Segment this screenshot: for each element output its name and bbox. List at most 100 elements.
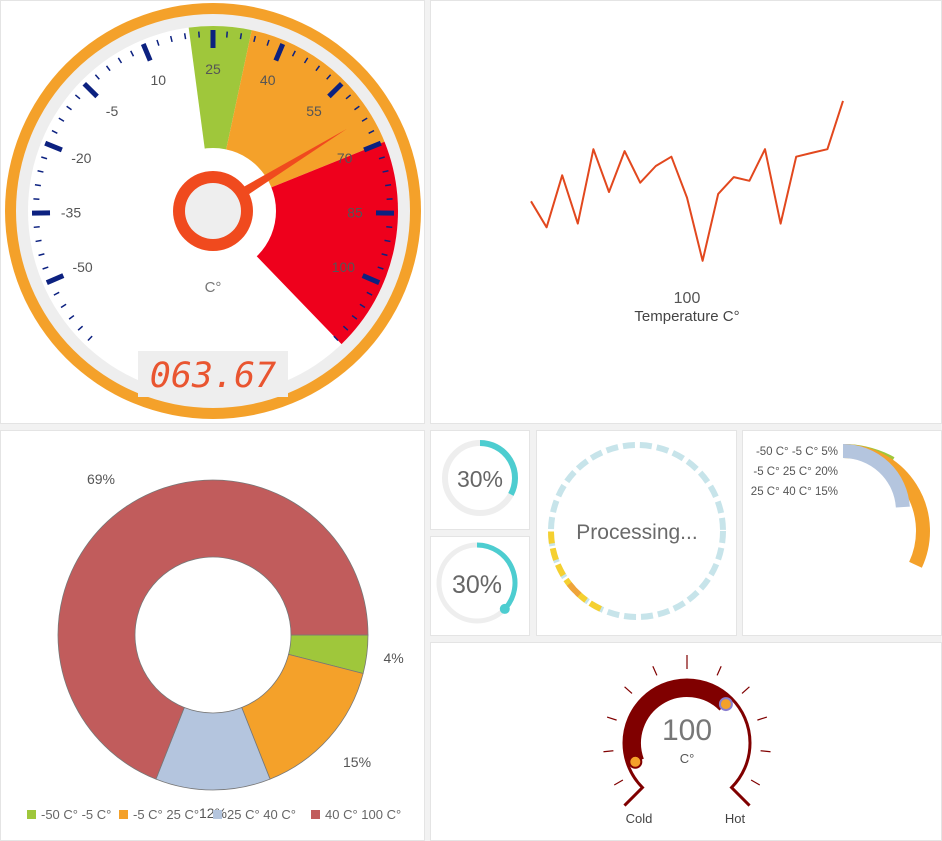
donut-slice-label: 4% bbox=[383, 650, 403, 666]
line-chart-title: Temperature C° bbox=[634, 308, 739, 325]
gauge-minor-tick bbox=[117, 57, 123, 64]
progress-2-label: 30% bbox=[452, 571, 502, 599]
gauge-minor-tick bbox=[130, 50, 135, 57]
gauge-minor-tick bbox=[77, 325, 84, 331]
donut-chart-panel: 4%15%12%69% -50 C° -5 C°-5 C° 25 C°25 C°… bbox=[0, 430, 425, 841]
gauge-minor-tick bbox=[351, 314, 358, 320]
legend-swatch bbox=[119, 810, 128, 819]
spinner-highlight-yellow bbox=[548, 530, 602, 612]
gauge-minor-tick bbox=[37, 169, 44, 173]
gauge-minor-tick bbox=[326, 74, 332, 80]
radial-bar-2 bbox=[842, 444, 910, 508]
gauge-minor-tick bbox=[74, 94, 81, 100]
gauge-minor-tick bbox=[366, 291, 373, 296]
thermo-panel: 100 C° Cold Hot bbox=[430, 642, 942, 841]
thermo-tick bbox=[741, 686, 750, 694]
gauge-tick-label: -35 bbox=[61, 205, 81, 221]
progress-2-fill bbox=[476, 542, 518, 611]
gauge-tick-label: 55 bbox=[306, 103, 322, 119]
gauge-minor-tick bbox=[68, 314, 75, 320]
gauge-tick-label: 100 bbox=[332, 259, 356, 275]
spinner-highlight-amber bbox=[566, 582, 582, 598]
gauge-tick-label: 70 bbox=[337, 150, 353, 166]
gauge-minor-tick bbox=[354, 105, 360, 111]
gauge-minor-tick bbox=[35, 239, 42, 243]
donut-slice-label: 15% bbox=[343, 754, 371, 770]
legend-label: -5 C° 25 C° bbox=[133, 807, 199, 822]
legend-label: 25 C° 40 C° bbox=[227, 807, 296, 822]
legend-label: -50 C° -5 C° bbox=[41, 807, 111, 822]
gauge-minor-tick bbox=[183, 33, 187, 40]
gauge-minor-tick bbox=[368, 129, 375, 134]
progress-2-handle bbox=[499, 603, 510, 614]
gauge-minor-tick bbox=[33, 226, 40, 229]
gauge-unit-label: C° bbox=[205, 279, 222, 296]
gauge-minor-tick bbox=[266, 39, 270, 46]
gauge-minor-tick bbox=[169, 35, 173, 43]
thermo-tick bbox=[652, 666, 658, 676]
thermo-cold-label: Cold bbox=[626, 811, 653, 826]
progress-ring-1: 30% bbox=[442, 440, 518, 516]
gauge-minor-tick bbox=[58, 117, 65, 122]
thermo-tick bbox=[603, 750, 614, 753]
progress-1-fill bbox=[479, 440, 518, 496]
gauge-display-bg bbox=[138, 351, 288, 397]
gauge-minor-tick bbox=[386, 226, 393, 229]
gauge-digital-display: 063.67 bbox=[150, 356, 276, 396]
thermo-tick bbox=[750, 779, 761, 786]
processing-label: Processing... bbox=[576, 521, 697, 544]
gauge-tick-label: 85 bbox=[347, 205, 363, 221]
gauge-minor-tick bbox=[38, 253, 45, 257]
thermo-tick bbox=[606, 716, 617, 721]
gauge-minor-tick bbox=[41, 156, 48, 160]
gauge-major-tick bbox=[45, 273, 65, 285]
gauge-minor-tick bbox=[382, 169, 389, 173]
gauge-minor-tick bbox=[51, 129, 58, 134]
gauge-major-tick bbox=[140, 43, 153, 62]
temperature-series-line bbox=[530, 100, 844, 262]
thermo-tick bbox=[760, 750, 771, 753]
bar-row-label: -50 C° -5 C° 5% bbox=[756, 446, 838, 458]
donut-slice-3 bbox=[57, 479, 369, 780]
progress-1-label: 30% bbox=[457, 466, 503, 492]
processing-spinner: Processing... bbox=[548, 442, 726, 620]
gauge-minor-tick bbox=[333, 335, 339, 342]
legend-label: 40 C° 100 C° bbox=[325, 807, 401, 822]
gauge-major-tick bbox=[44, 140, 63, 153]
temperature-donut-chart: 4%15%12%69% -50 C° -5 C°-5 C° 25 C°25 C°… bbox=[27, 471, 404, 822]
gauge-minor-tick bbox=[345, 94, 352, 100]
gauge-hub bbox=[185, 183, 241, 239]
gauge-tick-label: 10 bbox=[150, 72, 166, 88]
gauge-minor-tick bbox=[381, 253, 388, 257]
gauge-minor-tick bbox=[291, 50, 296, 57]
progress-panel-2: 30% bbox=[430, 536, 530, 636]
temperature-gauge: -50 -35 -20 -5 10 25 40 55 70 85 100 C° 063.67 bbox=[5, 3, 421, 419]
gauge-band-0 bbox=[188, 26, 252, 212]
thermo-start-marker bbox=[628, 754, 643, 769]
gauge-major-tick bbox=[82, 81, 99, 99]
gauge-tick-label: 25 bbox=[205, 61, 221, 77]
gauge-minor-tick bbox=[384, 239, 391, 243]
gauge-minor-tick bbox=[378, 156, 385, 160]
radial-bars-panel: -50 C° -5 C° 5% -5 C° 25 C° 20% 25 C° 40 C… bbox=[742, 430, 942, 636]
thermo-tick bbox=[757, 716, 768, 721]
legend-swatch bbox=[27, 810, 36, 819]
line-chart-panel: 100 Temperature C° bbox=[430, 0, 942, 424]
gauge-minor-tick bbox=[34, 183, 41, 187]
hot-cold-gauge: 100 C° Cold Hot bbox=[603, 655, 771, 826]
gauge-tick-label: -20 bbox=[71, 150, 91, 166]
legend-swatch bbox=[311, 810, 320, 819]
gauge-tick-label: -50 bbox=[72, 259, 92, 275]
thermo-unit: C° bbox=[680, 751, 695, 766]
gauge-major-tick bbox=[327, 81, 344, 99]
thermo-tick bbox=[613, 779, 624, 786]
gauge-minor-tick bbox=[156, 39, 160, 46]
gauge-major-tick bbox=[361, 273, 381, 285]
gauge-minor-tick bbox=[385, 183, 392, 187]
spinner-track bbox=[548, 442, 726, 620]
gauge-minor-tick bbox=[94, 74, 100, 80]
gauge-major-tick bbox=[363, 140, 382, 153]
gauge-minor-tick bbox=[377, 266, 384, 270]
gauge-minor-tick bbox=[361, 117, 368, 122]
gauge-major-tick bbox=[273, 43, 286, 62]
